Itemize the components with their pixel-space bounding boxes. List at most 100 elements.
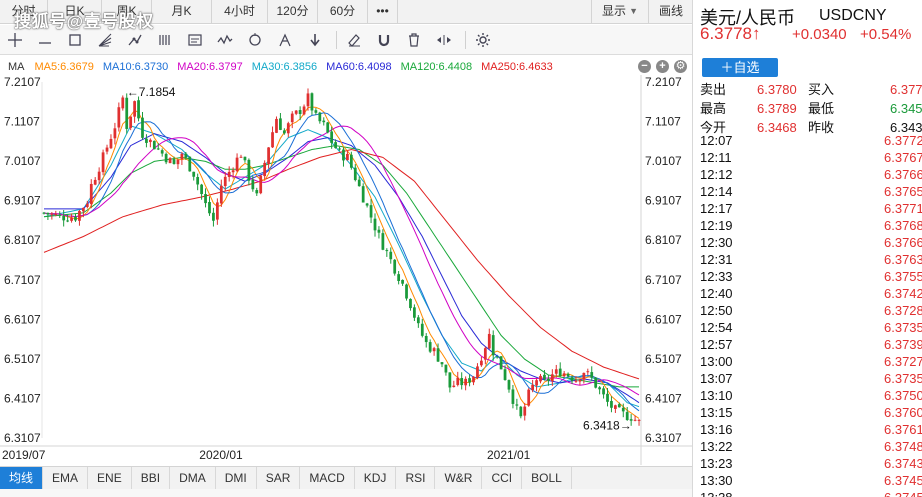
indicator-tab[interactable]: W&R — [435, 467, 483, 489]
legend-item: MA5:6.3679 — [34, 60, 94, 73]
candle — [562, 370, 566, 378]
candle-body — [46, 212, 50, 215]
settings-icon[interactable]: ⚙ — [674, 60, 687, 73]
candlestick-chart[interactable]: 7.2107 7.2107 7.1107 7.1107 7.0107 7.0107 6.91… — [0, 75, 693, 466]
tick-time: 13:23 — [700, 456, 733, 471]
candle-body — [42, 212, 46, 214]
candle — [385, 248, 389, 257]
indicator-tab[interactable]: MACD — [300, 467, 355, 489]
zoom-out-icon[interactable]: − — [638, 60, 651, 73]
period-tab[interactable]: 分时 — [0, 0, 48, 23]
indicator-tab[interactable]: ENE — [88, 467, 132, 489]
y-tick-label-left: 7.1107 — [4, 115, 40, 129]
period-tab[interactable]: ••• — [368, 0, 398, 23]
candle-body — [326, 122, 330, 133]
candle-body — [188, 156, 192, 172]
period-tab[interactable]: 周K — [102, 0, 152, 23]
crosshair-tool-button[interactable] — [2, 27, 28, 53]
candle-body — [413, 307, 416, 318]
candle-body — [148, 139, 152, 143]
candle — [255, 187, 259, 196]
display-dropdown[interactable]: 显示 ▼ — [591, 0, 648, 23]
indicator-tab[interactable]: BOLL — [522, 467, 572, 489]
trend-line-tool-button[interactable] — [122, 27, 148, 53]
indicator-tab[interactable]: 均线 — [0, 467, 44, 489]
hide-show-tool-button[interactable] — [431, 27, 457, 53]
settings-tool-button[interactable] — [470, 27, 496, 53]
candle — [172, 156, 176, 165]
candle-body — [50, 213, 54, 215]
tick-row: 12:07 6.3772 — [694, 132, 922, 149]
candle-body — [160, 150, 164, 154]
period-tab[interactable]: 60分 — [318, 0, 368, 23]
trend-line-icon — [128, 34, 142, 45]
magnet-tool-button[interactable] — [371, 27, 397, 53]
chevron-down-icon: ▼ — [629, 6, 638, 16]
candle-body — [353, 167, 357, 181]
period-tab[interactable]: 日K — [48, 0, 102, 23]
candle — [251, 175, 255, 192]
tick-price: 6.3765 — [884, 184, 922, 199]
indicator-tab[interactable]: SAR — [257, 467, 301, 489]
draw-line-button[interactable]: 画线 — [647, 0, 692, 23]
high-annotation: ←7.1854 — [127, 85, 176, 99]
fan-tool-button[interactable] — [92, 27, 118, 53]
tick-time: 13:22 — [700, 439, 733, 454]
zoom-in-icon[interactable]: + — [656, 60, 669, 73]
candle-body — [424, 335, 428, 343]
candle-body — [491, 335, 495, 356]
period-bar: 分时 日K 周K 月K 4小时 120分 60分 ••• 显示 ▼ 画线 — [0, 0, 692, 24]
text-note-tool-button[interactable] — [182, 27, 208, 53]
arrow-down-tool-button[interactable] — [302, 27, 328, 53]
candle-body — [346, 153, 349, 161]
candle — [137, 96, 140, 122]
candle-body — [294, 110, 298, 114]
indicator-tab[interactable]: RSI — [396, 467, 436, 489]
candle-body — [369, 205, 373, 218]
candle-body — [558, 368, 562, 377]
trash-tool-button[interactable] — [401, 27, 427, 53]
indicator-tab[interactable]: KDJ — [355, 467, 397, 489]
cycle-tool-button[interactable] — [242, 27, 268, 53]
indicator-tab[interactable]: EMA — [43, 467, 89, 489]
candle-body — [235, 157, 239, 172]
candle — [243, 156, 247, 163]
candle-body — [70, 217, 73, 221]
stat-value: 6.3438 — [890, 120, 922, 135]
candle-body — [133, 101, 136, 117]
candle — [330, 126, 334, 149]
tick-row: 12:50 6.3728 — [694, 302, 922, 319]
line-tool-button[interactable] — [32, 27, 58, 53]
quote-stat-row: 今开 6.3468 昨收 6.3438 — [694, 118, 922, 137]
indicator-tab[interactable]: CCI — [482, 467, 523, 489]
eraser-tool-button[interactable] — [341, 27, 367, 53]
indicator-tab[interactable]: BBI — [132, 467, 171, 489]
candle — [558, 362, 562, 377]
candle-body — [322, 120, 326, 123]
candle-body — [302, 106, 306, 115]
add-watchlist-button[interactable]: ＋自选 — [702, 58, 778, 77]
candle — [338, 146, 341, 151]
candle-body — [547, 378, 550, 381]
fork-tool-button[interactable] — [272, 27, 298, 53]
period-tab[interactable]: 月K — [152, 0, 212, 23]
tick-list[interactable]: 12:07 6.3772 12:11 6.3767 12:12 6.3766 12:14 6.… — [694, 132, 922, 497]
candle — [286, 121, 290, 138]
candle-body — [476, 366, 479, 378]
wave-tool-button[interactable] — [212, 27, 238, 53]
period-tab[interactable]: 4小时 — [212, 0, 268, 23]
candle — [637, 419, 641, 426]
tick-time: 12:17 — [700, 201, 733, 216]
indicator-tab[interactable]: DMA — [170, 467, 216, 489]
fan-icon — [98, 33, 112, 47]
candle-body — [109, 138, 113, 149]
indicator-tab[interactable]: DMI — [216, 467, 257, 489]
candle — [326, 121, 330, 134]
rectangle-tool-button[interactable] — [62, 27, 88, 53]
parallel-channel-tool-button[interactable] — [152, 27, 178, 53]
tick-row: 12:31 6.3763 — [694, 251, 922, 268]
candle — [566, 372, 570, 378]
period-tab[interactable]: 120分 — [268, 0, 318, 23]
candle — [483, 346, 487, 365]
tick-price: 6.3745 — [884, 489, 922, 497]
